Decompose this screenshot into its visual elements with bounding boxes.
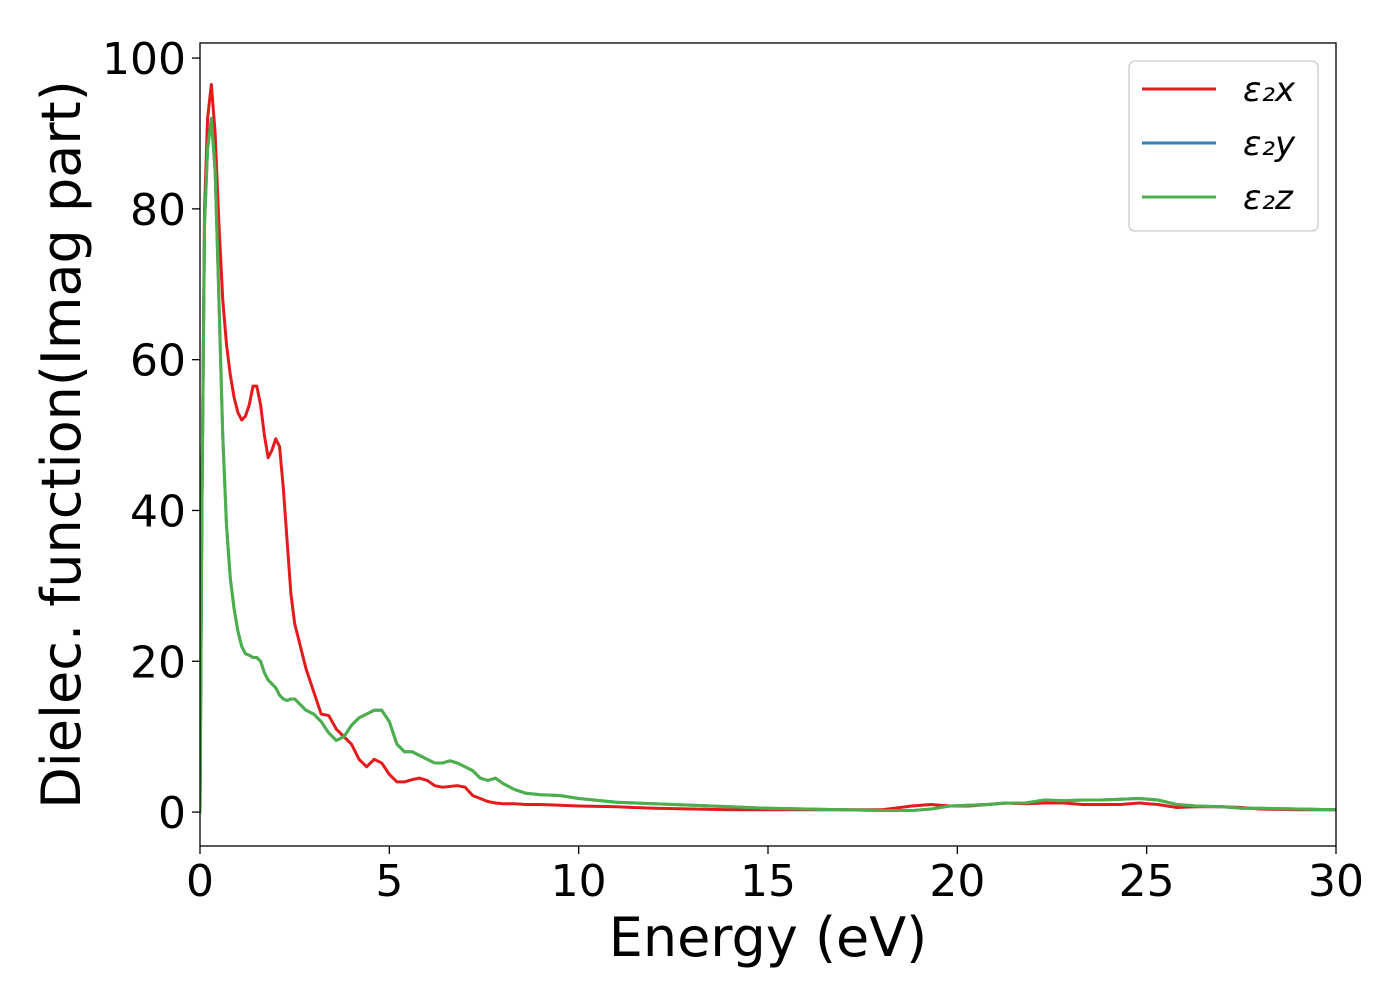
series-line-3 [200, 116, 1336, 814]
x-tick-label: 30 [1308, 856, 1364, 907]
series-layer [200, 82, 1336, 814]
x-tick-label: 10 [551, 856, 607, 907]
legend-label: ε₂z [1243, 178, 1294, 218]
y-tick-label: 60 [130, 336, 186, 387]
x-tick-label: 20 [929, 856, 985, 907]
y-tick-label: 100 [102, 34, 186, 85]
x-axis-label: Energy (eV) [609, 906, 928, 969]
y-tick-label: 20 [130, 637, 186, 688]
legend-label: ε₂y [1243, 124, 1296, 164]
y-tick-label: 80 [130, 185, 186, 236]
x-tick-label: 0 [186, 856, 214, 907]
x-tick-label: 5 [375, 856, 403, 907]
x-axis-ticks: 0 5 10 15 20 25 30 [186, 846, 1364, 907]
y-tick-label: 40 [130, 486, 186, 537]
legend: ε₂x ε₂y ε₂z [1128, 60, 1319, 232]
legend-box [1128, 60, 1319, 232]
x-tick-label: 25 [1119, 856, 1175, 907]
y-axis-label: Dielec. function(Imag part) [30, 80, 93, 809]
legend-label: ε₂x [1243, 70, 1296, 110]
y-axis-ticks: 0 20 40 60 80 100 [102, 34, 200, 839]
y-tick-label: 0 [158, 788, 186, 839]
x-tick-label: 15 [740, 856, 796, 907]
